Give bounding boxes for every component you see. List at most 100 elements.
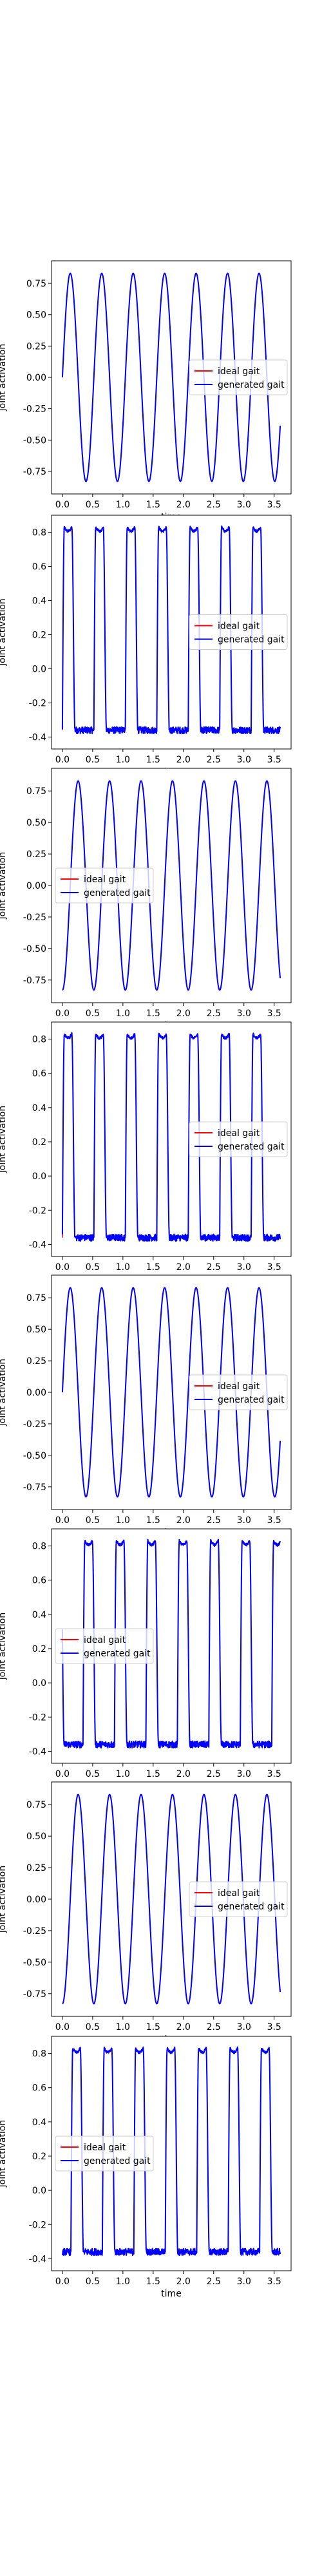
legend-box [189,614,288,650]
legend: ideal gait generated gait [189,1881,288,1917]
legend-box [55,867,154,904]
x-tick-label: 2.5 [207,1262,221,1273]
y-tick-label: 0.0 [32,664,46,674]
y-axis-label: joint activation [0,1106,8,1174]
legend-label-ideal: ideal gait [84,875,126,885]
x-tick-label: 3.5 [267,1009,281,1019]
y-tick-label: -0.50 [23,1958,46,1968]
y-tick-label: 0.75 [26,1800,46,1810]
x-tick-label: 1.5 [146,1515,160,1526]
legend-label-generated: generated gait [218,1142,285,1152]
x-tick-label: 1.0 [116,1009,130,1019]
x-tick-label: 2.5 [207,1769,221,1779]
legend-label-ideal: ideal gait [218,1888,260,1899]
chart-panel-1: 0.0 0.5 1.0 1.5 2.0 2.5 3.0 3.5 0.75 0.50 0.25 0.00… [0,260,292,522]
x-tick-label: 2.0 [176,1009,191,1019]
x-tick-label: 0.5 [86,1769,100,1779]
plot-frame [51,1528,292,1764]
x-tick-label: 3.5 [267,1262,281,1273]
x-tick-label: 2.5 [207,2277,221,2287]
y-tick-label: 0.50 [26,818,46,828]
x-tick-label: 1.5 [146,1009,160,1019]
y-tick-label: -0.2 [29,698,46,708]
x-tick-label: 1.0 [116,2277,130,2287]
y-tick-label: -0.75 [23,1482,46,1493]
x-tick-label: 3.0 [237,2022,251,2032]
y-tick-label: 0.00 [26,881,46,891]
y-tick-label: -0.2 [29,2220,46,2230]
y-tick-label: 0.8 [32,1542,46,1552]
x-tick-label: 3.5 [267,2277,281,2287]
y-tick-label: 0.2 [32,2152,46,2162]
legend-label-generated: generated gait [84,1649,151,1659]
y-tick-label: 0.25 [26,341,46,352]
legend-label-ideal: ideal gait [218,1128,260,1139]
y-tick-label: 0.4 [32,596,46,606]
x-tick-label: 1.5 [146,1769,160,1779]
x-tick-label: 1.5 [146,500,160,510]
series-line-generated [61,1287,281,1498]
legend-box [55,1628,154,1664]
x-tick-label: 0.0 [55,1009,70,1019]
y-tick-label: -0.25 [23,913,46,923]
y-tick-label: 0.50 [26,310,46,321]
x-tick-label: 2.0 [176,755,191,765]
legend: ideal gait generated gait [55,867,154,904]
x-tick-label: 0.0 [55,755,70,765]
chart-panel-4: 0.0 0.5 1.0 1.5 2.0 2.5 3.0 3.5 0.8 0.6 0.4 0.2 0.0 -… [0,1021,292,1285]
y-tick-label: -0.25 [23,1926,46,1937]
series-line-generated [61,525,281,735]
x-tick-label: 3.0 [237,1515,251,1526]
x-tick-label: 3.0 [237,755,251,765]
y-tick-label: -0.75 [23,1989,46,2000]
x-tick-label: 0.5 [86,1515,100,1526]
x-tick-label: 3.5 [267,755,281,765]
y-tick-label: 0.0 [32,2186,46,2196]
x-tick-label: 2.0 [176,2022,191,2032]
y-tick-label: 0.2 [32,1644,46,1654]
y-tick-label: 0.6 [32,562,46,572]
x-tick-label: 0.5 [86,755,100,765]
legend: ideal gait generated gait [189,614,288,650]
chart-panel-7: 0.0 0.5 1.0 1.5 2.0 2.5 3.0 3.5 0.75 0.50 0.25 0.00… [0,1781,292,2045]
x-tick-label: 0.0 [55,500,70,510]
y-tick-label: 0.75 [26,279,46,289]
x-tick-label: 2.5 [207,755,221,765]
x-tick-label: 3.5 [267,1769,281,1779]
chart-panel-6: 0.0 0.5 1.0 1.5 2.0 2.5 3.0 3.5 0.8 0.6 0.4 0.2 0.0 -… [0,1528,292,1792]
x-tick-label: 3.0 [237,1262,251,1273]
x-tick-label: 0.0 [55,2022,70,2032]
x-tick-label: 0.5 [86,1262,100,1273]
legend-label-generated: generated gait [84,2156,151,2166]
y-tick-label: -0.75 [23,976,46,986]
series-line-generated [61,1539,281,1749]
legend-label-generated: generated gait [218,1902,285,1912]
y-tick-label: -0.25 [23,1419,46,1430]
y-tick-label: 0.2 [32,1137,46,1148]
y-tick-label: -0.4 [29,1240,46,1250]
legend-box [55,2136,154,2172]
x-tick-label: 1.0 [116,500,130,510]
y-tick-label: -0.4 [29,1747,46,1757]
y-tick-label: 0.00 [26,373,46,383]
x-tick-label: 1.0 [116,1262,130,1273]
x-tick-label: 2.0 [176,500,191,510]
y-tick-label: 0.25 [26,1356,46,1367]
x-tick-label: 2.5 [207,500,221,510]
x-tick-label: 0.0 [55,2277,70,2287]
x-tick-label: 1.0 [116,1515,130,1526]
legend-label-ideal: ideal gait [218,366,260,377]
x-tick-label: 2.5 [207,1009,221,1019]
legend-label-ideal: ideal gait [218,1381,260,1392]
x-tick-label: 3.5 [267,500,281,510]
legend-box [189,1121,288,1157]
y-axis-label: joint activation [0,852,8,920]
y-axis-label: joint activation [0,1613,8,1681]
x-tick-label: 2.5 [207,1515,221,1526]
x-tick-label: 2.0 [176,1769,191,1779]
x-tick-label: 0.0 [55,1769,70,1779]
x-tick-label: 2.5 [207,2022,221,2032]
x-tick-label: 0.5 [86,2022,100,2032]
series-line-generated [61,272,281,482]
